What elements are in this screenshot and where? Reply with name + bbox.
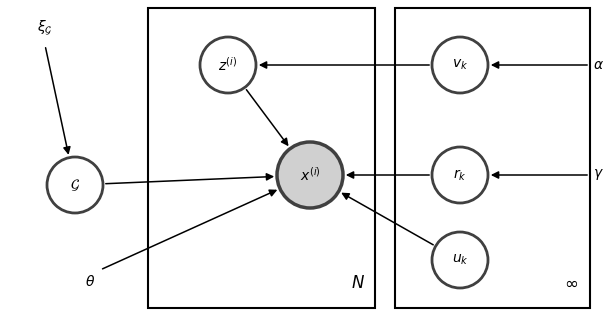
Text: $N$: $N$ [351,274,365,292]
Text: $\theta$: $\theta$ [85,274,95,289]
Bar [395,8,590,308]
Text: $v_k$: $v_k$ [452,58,468,72]
Text: $\mathcal{G}$: $\mathcal{G}$ [70,177,80,193]
Bar [148,8,375,308]
Text: $\alpha$: $\alpha$ [593,58,604,72]
Text: $\xi_{\mathcal{G}}$: $\xi_{\mathcal{G}}$ [37,18,53,38]
Text: $z^{(i)}$: $z^{(i)}$ [218,56,238,74]
Text: $\gamma$: $\gamma$ [593,168,603,183]
Circle shape [432,37,488,93]
Circle shape [47,157,103,213]
Circle shape [432,232,488,288]
Text: $r_k$: $r_k$ [453,167,467,183]
Text: $\infty$: $\infty$ [564,274,578,292]
Circle shape [432,147,488,203]
Text: $u_k$: $u_k$ [452,253,468,267]
Circle shape [200,37,256,93]
Text: $x^{(i)}$: $x^{(i)}$ [300,166,320,184]
Circle shape [277,142,343,208]
